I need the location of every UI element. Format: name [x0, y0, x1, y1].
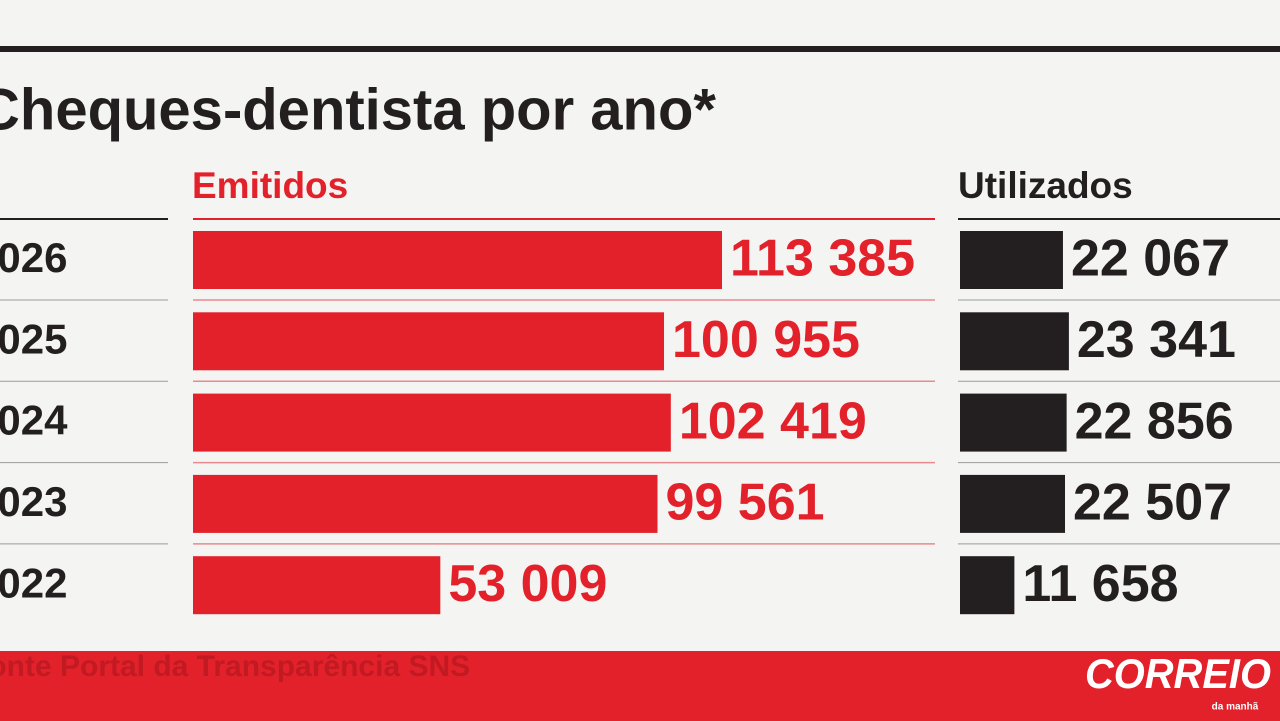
bar	[960, 231, 1063, 289]
bar	[960, 312, 1069, 371]
value-label: 99 561	[666, 474, 825, 532]
category-label: 2026	[0, 234, 67, 281]
bar	[193, 474, 658, 533]
value-label: 23 341	[1077, 311, 1236, 369]
bar	[193, 231, 722, 289]
value-label: 11 658	[1022, 555, 1178, 613]
category-label: 2024	[0, 397, 68, 444]
bar	[960, 556, 1015, 615]
bar	[193, 393, 671, 452]
bar	[193, 556, 441, 615]
brand-logo: CORREIO	[1085, 650, 1271, 697]
footer-band	[0, 651, 1280, 721]
category-label: 2022	[0, 559, 67, 606]
bar	[960, 393, 1067, 452]
bar	[193, 312, 665, 371]
legend-emitidos: Emitidos	[192, 165, 348, 206]
brand-tagline: da manhã	[1212, 702, 1259, 713]
value-label: 22 507	[1073, 474, 1232, 532]
value-label: 102 419	[679, 392, 867, 450]
category-label: 2023	[0, 478, 67, 525]
source: Fonte Portal da Transparência SNS	[0, 650, 470, 683]
category-label: 2025	[0, 315, 67, 362]
bar	[960, 474, 1066, 533]
value-label: 22 067	[1071, 230, 1230, 288]
value-label: 100 955	[672, 311, 860, 369]
value-label: 22 856	[1075, 392, 1234, 450]
top-rule	[0, 46, 1280, 52]
value-label: 113 385	[730, 230, 915, 288]
rows: 2026 113 385 22 067 2025 100 955 23 341 2024 10…	[0, 230, 1280, 615]
value-label: 53 009	[448, 555, 607, 613]
chart-title: Cheques-dentista por ano*	[0, 77, 716, 142]
legend-utilizados: Utilizados	[958, 165, 1133, 206]
